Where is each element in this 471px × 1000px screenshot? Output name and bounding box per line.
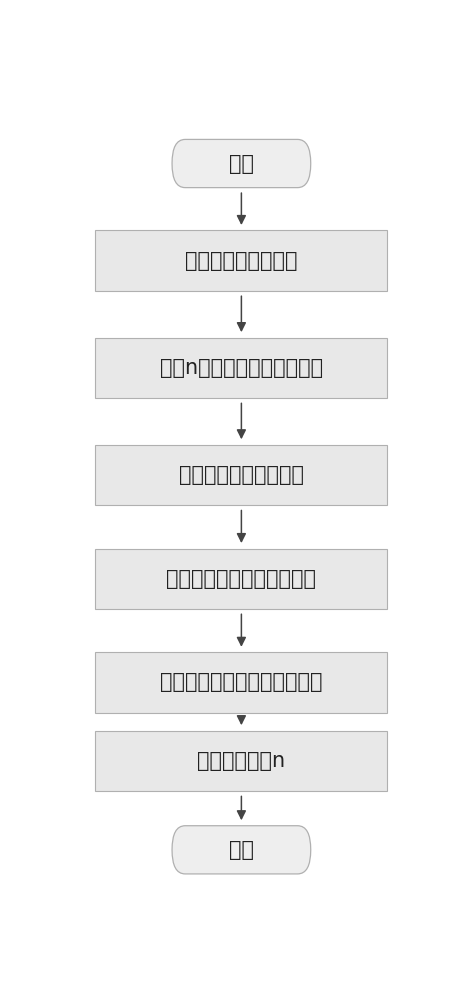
FancyBboxPatch shape (172, 826, 311, 874)
FancyBboxPatch shape (95, 549, 387, 609)
FancyBboxPatch shape (95, 338, 387, 398)
FancyBboxPatch shape (95, 230, 387, 291)
Text: 对球形转子进行轨迹跟踪控制: 对球形转子进行轨迹跟踪控制 (160, 672, 323, 692)
FancyBboxPatch shape (95, 652, 387, 713)
Text: 确定球形转子轨迹控制指令: 确定球形转子轨迹控制指令 (166, 569, 317, 589)
Text: 调整增量分级n: 调整增量分级n (197, 751, 285, 771)
FancyBboxPatch shape (95, 445, 387, 505)
Text: 开始: 开始 (229, 154, 254, 174)
FancyBboxPatch shape (172, 139, 311, 188)
Text: 确定控制欧拉轴转角: 确定控制欧拉轴转角 (185, 251, 298, 271)
FancyBboxPatch shape (95, 731, 387, 791)
Text: 结束: 结束 (229, 840, 254, 860)
Text: 确定各级增量控制力矩: 确定各级增量控制力矩 (179, 465, 304, 485)
Text: 确定n级增量控制欧拉轴转角: 确定n级增量控制欧拉轴转角 (160, 358, 323, 378)
